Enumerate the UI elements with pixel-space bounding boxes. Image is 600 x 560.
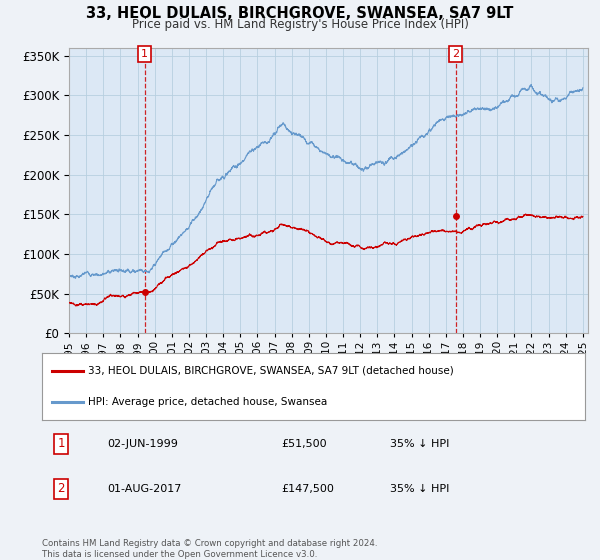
Text: 33, HEOL DULAIS, BIRCHGROVE, SWANSEA, SA7 9LT (detached house): 33, HEOL DULAIS, BIRCHGROVE, SWANSEA, SA… (88, 366, 454, 376)
Text: 1: 1 (57, 437, 65, 450)
Text: £51,500: £51,500 (281, 439, 326, 449)
Text: 33, HEOL DULAIS, BIRCHGROVE, SWANSEA, SA7 9LT: 33, HEOL DULAIS, BIRCHGROVE, SWANSEA, SA… (86, 6, 514, 21)
Text: Price paid vs. HM Land Registry's House Price Index (HPI): Price paid vs. HM Land Registry's House … (131, 18, 469, 31)
Text: 2: 2 (57, 482, 65, 495)
Text: 01-AUG-2017: 01-AUG-2017 (107, 484, 182, 493)
Text: £147,500: £147,500 (281, 484, 334, 493)
Text: HPI: Average price, detached house, Swansea: HPI: Average price, detached house, Swan… (88, 397, 328, 407)
Text: Contains HM Land Registry data © Crown copyright and database right 2024.
This d: Contains HM Land Registry data © Crown c… (42, 539, 377, 559)
Text: 35% ↓ HPI: 35% ↓ HPI (389, 484, 449, 493)
Text: 2: 2 (452, 49, 460, 59)
Text: 35% ↓ HPI: 35% ↓ HPI (389, 439, 449, 449)
Text: 1: 1 (141, 49, 148, 59)
Text: 02-JUN-1999: 02-JUN-1999 (107, 439, 178, 449)
